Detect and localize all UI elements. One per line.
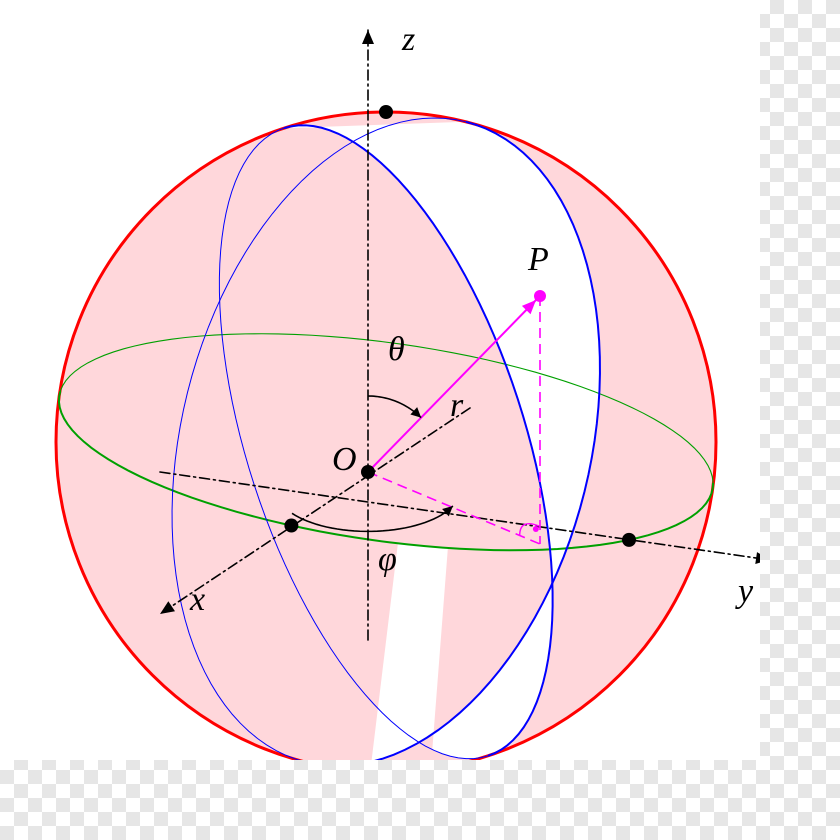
x-equator-dot — [284, 519, 298, 533]
label-z: z — [401, 21, 415, 58]
right-angle-dot — [533, 526, 539, 532]
origin-dot — [361, 465, 375, 479]
y-equator-dot — [622, 533, 636, 547]
north-pole-dot — [379, 105, 393, 119]
label-y: y — [735, 573, 754, 610]
label-theta: θ — [388, 331, 405, 368]
point-p-dot — [534, 290, 546, 302]
label-x: x — [189, 581, 205, 618]
label-p: P — [527, 241, 549, 278]
label-origin: O — [332, 441, 357, 478]
spherical-coordinates-diagram: z y x O Pr θ φ — [0, 0, 840, 840]
label-r: r — [450, 387, 464, 424]
sphere-layer — [56, 112, 716, 772]
label-phi: φ — [378, 541, 397, 578]
